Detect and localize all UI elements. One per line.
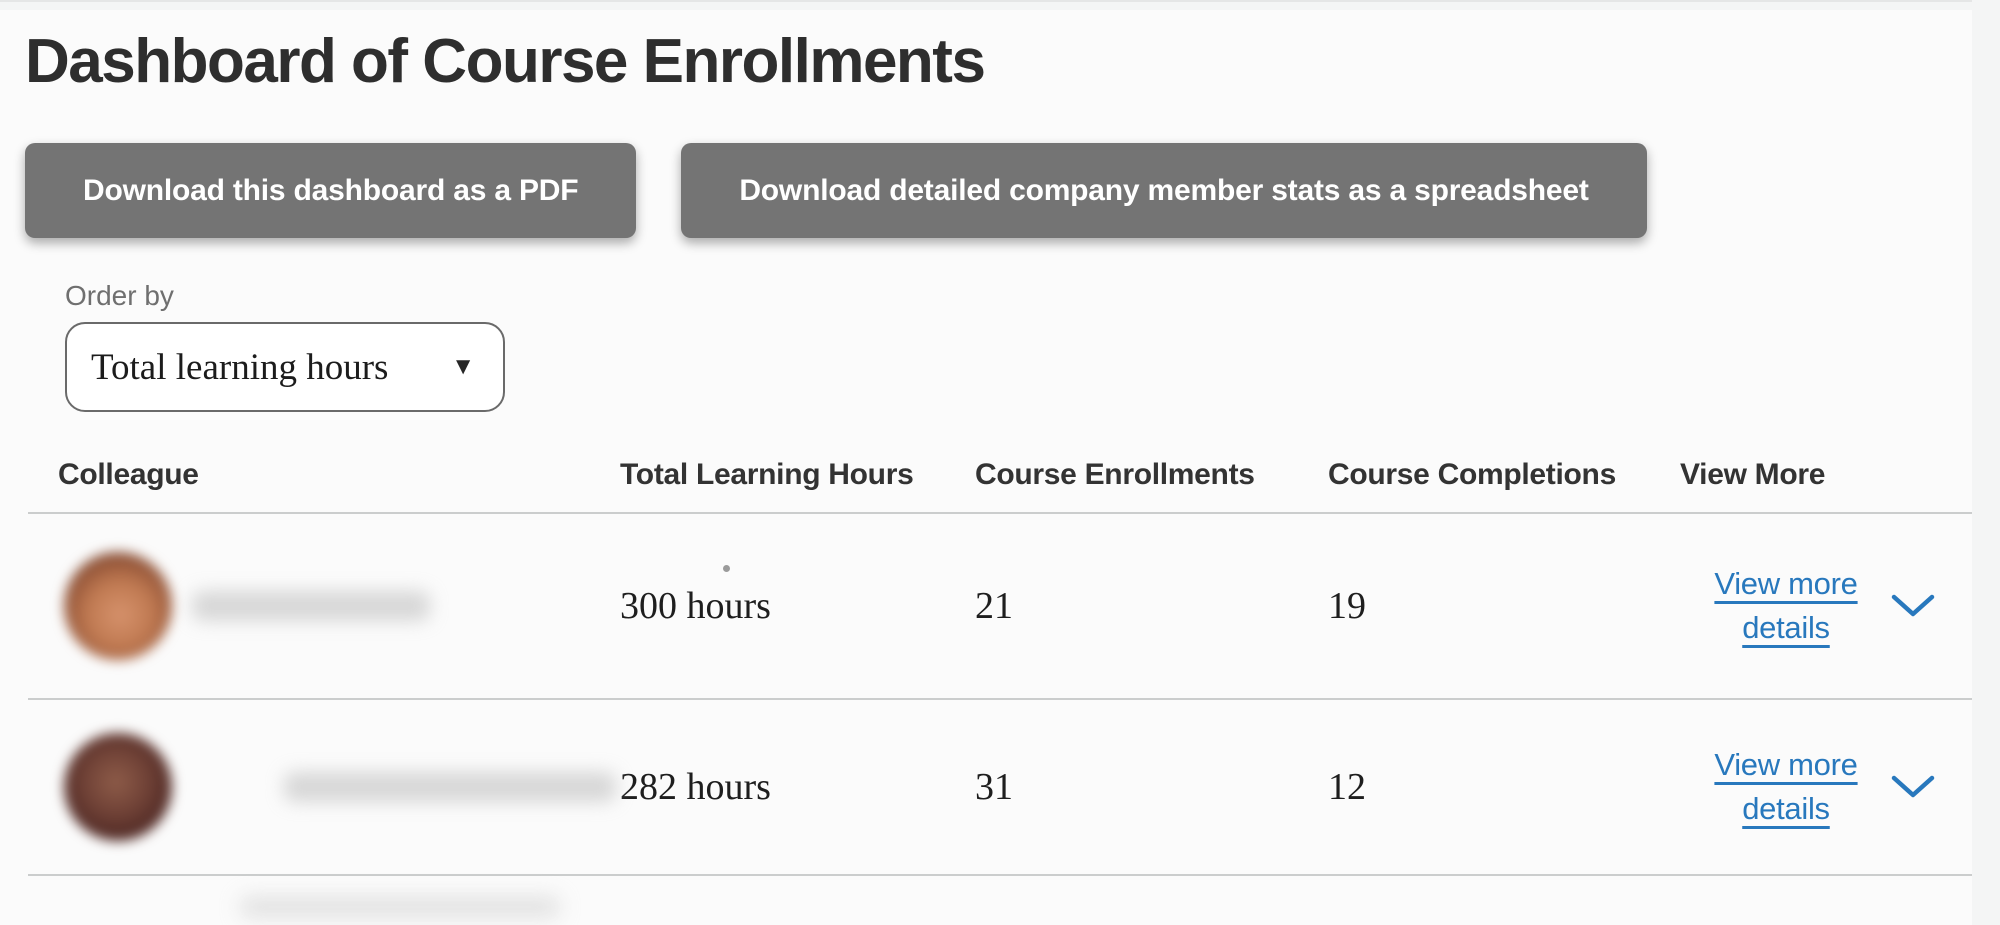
view-more-details-link[interactable]: View more details (1714, 747, 1858, 827)
enrollments-table: Colleague Total Learning Hours Course En… (28, 438, 1972, 877)
view-more-cell: View more details (1680, 743, 1972, 831)
total-learning-hours-value: 300 hours (620, 585, 771, 628)
col-header-view-more: View More (1680, 458, 1826, 492)
col-header-total-learning-hours: Total Learning Hours (620, 458, 914, 492)
col-header-course-enrollments: Course Enrollments (975, 458, 1255, 492)
table-row: 282 hours 31 12 View more details (28, 700, 1972, 877)
course-enrollments-value: 21 (975, 585, 1013, 628)
colleague-name-blurred (192, 591, 430, 622)
order-by-control: Order by Total learning hours ▼ (65, 280, 2000, 413)
table-header-row: Colleague Total Learning Hours Course En… (28, 438, 1972, 515)
order-by-selected-value: Total learning hours (91, 346, 389, 388)
course-completions-value: 19 (1328, 585, 1366, 628)
colleague-cell (28, 733, 620, 842)
right-edge-strip (1972, 0, 2000, 925)
total-learning-hours-value: 282 hours (620, 766, 771, 809)
next-row-blurred-peek (240, 896, 560, 918)
chevron-down-icon[interactable] (1890, 593, 1936, 619)
col-header-course-completions: Course Completions (1328, 458, 1616, 492)
page-title: Dashboard of Course Enrollments (25, 27, 986, 96)
avatar (64, 733, 172, 842)
download-button-row: Download this dashboard as a PDF Downloa… (25, 143, 2000, 239)
colleague-cell (28, 552, 620, 661)
view-more-cell: View more details (1680, 562, 1972, 650)
stray-dot-artifact (723, 565, 730, 572)
order-by-select[interactable]: Total learning hours ▼ (65, 322, 505, 413)
caret-down-icon: ▼ (451, 353, 475, 381)
course-completions-value: 12 (1328, 766, 1366, 809)
download-spreadsheet-button[interactable]: Download detailed company member stats a… (681, 143, 1647, 239)
top-edge-strip (0, 0, 2000, 10)
chevron-down-icon[interactable] (1890, 774, 1936, 800)
course-enrollments-value: 31 (975, 766, 1013, 809)
order-by-label: Order by (65, 280, 174, 312)
view-more-details-link[interactable]: View more details (1714, 566, 1858, 646)
download-pdf-button[interactable]: Download this dashboard as a PDF (25, 143, 637, 239)
avatar (64, 552, 172, 661)
table-row: 300 hours 21 19 View more details (28, 514, 1972, 701)
col-header-colleague: Colleague (58, 458, 199, 492)
colleague-name-blurred (284, 772, 616, 803)
